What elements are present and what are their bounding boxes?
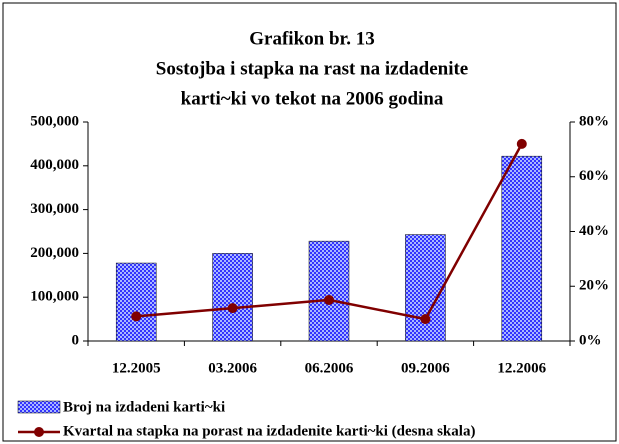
chart-title: Grafikon br. 13 — [249, 28, 374, 49]
line-marker — [227, 303, 238, 314]
y-tick-label: 500,000 — [30, 113, 79, 129]
x-tick-label: 12.2006 — [497, 360, 546, 376]
line-marker — [131, 311, 142, 322]
legend-swatch — [17, 400, 61, 414]
chart-title: Sostojba i stapka na rast na izdadenite — [156, 58, 469, 79]
bar — [405, 234, 446, 342]
x-tick-label: 12.2005 — [112, 360, 161, 376]
x-tick-label: 06.2006 — [305, 360, 354, 376]
y2-tick-label: 40% — [579, 223, 609, 239]
y-tick-label: 100,000 — [30, 289, 79, 305]
bar — [501, 155, 543, 342]
y-tick-label: 300,000 — [30, 201, 79, 217]
x-tick-label: 09.2006 — [401, 360, 450, 376]
y2-tick-label: 80% — [579, 113, 609, 129]
bar — [212, 253, 253, 342]
bar — [308, 240, 350, 342]
y-tick-label: 0 — [72, 332, 80, 348]
legend-swatch — [34, 427, 44, 437]
line-marker — [324, 294, 334, 305]
y-tick-label: 200,000 — [30, 245, 79, 261]
bar — [115, 262, 157, 342]
y-tick-label: 400,000 — [30, 157, 79, 173]
legend-label: Broj na izdadeni karti~ki — [63, 399, 225, 415]
line-marker — [516, 138, 527, 149]
x-tick-label: 03.2006 — [208, 360, 257, 376]
y2-tick-label: 60% — [579, 168, 609, 184]
y2-tick-label: 0% — [579, 332, 602, 348]
line-marker — [420, 314, 431, 325]
y2-tick-label: 20% — [579, 278, 609, 294]
chart-title: karti~ki vo tekot na 2006 godina — [181, 88, 444, 109]
legend-label: Kvartal na stapka na porast na izdadenit… — [63, 423, 475, 439]
